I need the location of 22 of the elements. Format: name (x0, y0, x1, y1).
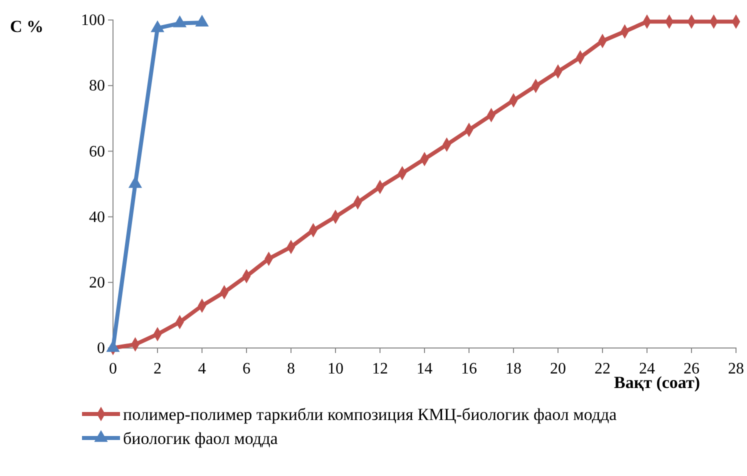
y-tick-label: 100 (81, 12, 105, 30)
x-tick-label: 10 (328, 360, 344, 378)
x-tick-label: 6 (242, 360, 250, 378)
x-tick-label: 18 (506, 360, 522, 378)
x-tick-label: 8 (287, 360, 295, 378)
y-tick-label: 60 (89, 143, 105, 160)
y-tick-label: 20 (89, 274, 105, 292)
legend-label: биологик фаол модда (123, 429, 278, 448)
x-tick-label: 14 (416, 360, 432, 378)
y-tick-label: 0 (97, 340, 105, 358)
x-tick-label: 2 (154, 360, 162, 378)
legend-label: полимер-полимер таркибли композиция КМЦ-биологик фаол модда (123, 405, 618, 424)
x-tick-label: 20 (550, 360, 566, 378)
y-tick-label: 40 (89, 208, 105, 226)
x-tick-label: 4 (198, 360, 206, 378)
x-tick-label: 22 (594, 360, 610, 378)
x-tick-label: 28 (728, 360, 744, 378)
x-tick-label: 0 (109, 360, 117, 378)
y-tick-label: 80 (89, 78, 105, 95)
y-axis-title: С % (10, 17, 44, 36)
x-tick-label: 16 (461, 360, 477, 378)
x-tick-label: 12 (372, 360, 388, 378)
